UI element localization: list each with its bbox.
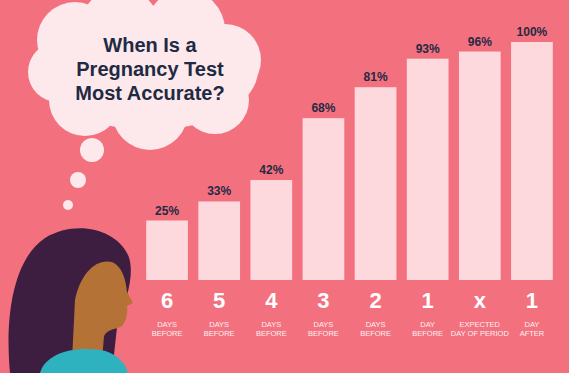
bar	[146, 221, 188, 281]
data-label: 42%	[259, 163, 283, 177]
x-tick: 4DAYSBEFORE	[256, 288, 287, 338]
data-label: 93%	[416, 42, 440, 56]
data-label: 25%	[155, 204, 179, 218]
x-tick: 3DAYSBEFORE	[308, 288, 339, 338]
thought-cloud	[28, 0, 261, 210]
x-tick: 1DAYAFTER	[520, 288, 545, 338]
background	[0, 0, 569, 373]
bar	[459, 52, 501, 280]
data-label: 100%	[517, 25, 548, 39]
thought-bubble	[80, 138, 104, 162]
x-tick: 6DAYSBEFORE	[152, 288, 183, 338]
x-tick-label: 4DAYSBEFORE	[256, 288, 287, 338]
x-axis: 6DAYSBEFORE 5DAYSBEFORE 4DAYSBEFORE 3DAYSBE…	[152, 288, 545, 338]
x-tick-label: 1DAYAFTER	[520, 288, 545, 338]
x-tick: 5DAYSBEFORE	[204, 288, 235, 338]
bar	[407, 59, 449, 280]
bar	[511, 42, 553, 280]
data-label: 96%	[468, 35, 492, 49]
bar	[355, 87, 397, 280]
bar	[303, 118, 345, 280]
face	[72, 261, 133, 360]
x-tick-label: 5DAYSBEFORE	[204, 288, 235, 338]
bars	[146, 42, 553, 280]
bar	[198, 201, 240, 280]
chart: When Is aPregnancy TestMost Accurate?25%…	[0, 0, 569, 373]
x-tick: 2DAYSBEFORE	[360, 288, 391, 338]
x-tick-label: 6DAYSBEFORE	[152, 288, 183, 338]
x-tick-label: 3DAYSBEFORE	[308, 288, 339, 338]
title: When Is aPregnancy TestMost Accurate?	[75, 34, 224, 104]
shirt	[40, 349, 128, 373]
x-tick-label: 2DAYSBEFORE	[360, 288, 391, 338]
x-tick-label: xEXPECTEDDAY OF PERIOD	[451, 288, 510, 338]
thought-bubble	[63, 200, 73, 210]
bar	[250, 180, 292, 280]
data-label: 68%	[311, 101, 335, 115]
woman-illustration	[9, 228, 133, 373]
x-tick: 1DAYBEFORE	[412, 288, 443, 338]
thought-bubble	[70, 172, 86, 188]
data-labels: 25% 33% 42% 68% 81% 93% 96% 100%	[155, 25, 548, 218]
x-tick: xEXPECTEDDAY OF PERIOD	[451, 288, 510, 338]
x-tick-label: 1DAYBEFORE	[412, 288, 443, 338]
data-label: 81%	[364, 70, 388, 84]
data-label: 33%	[207, 184, 231, 198]
